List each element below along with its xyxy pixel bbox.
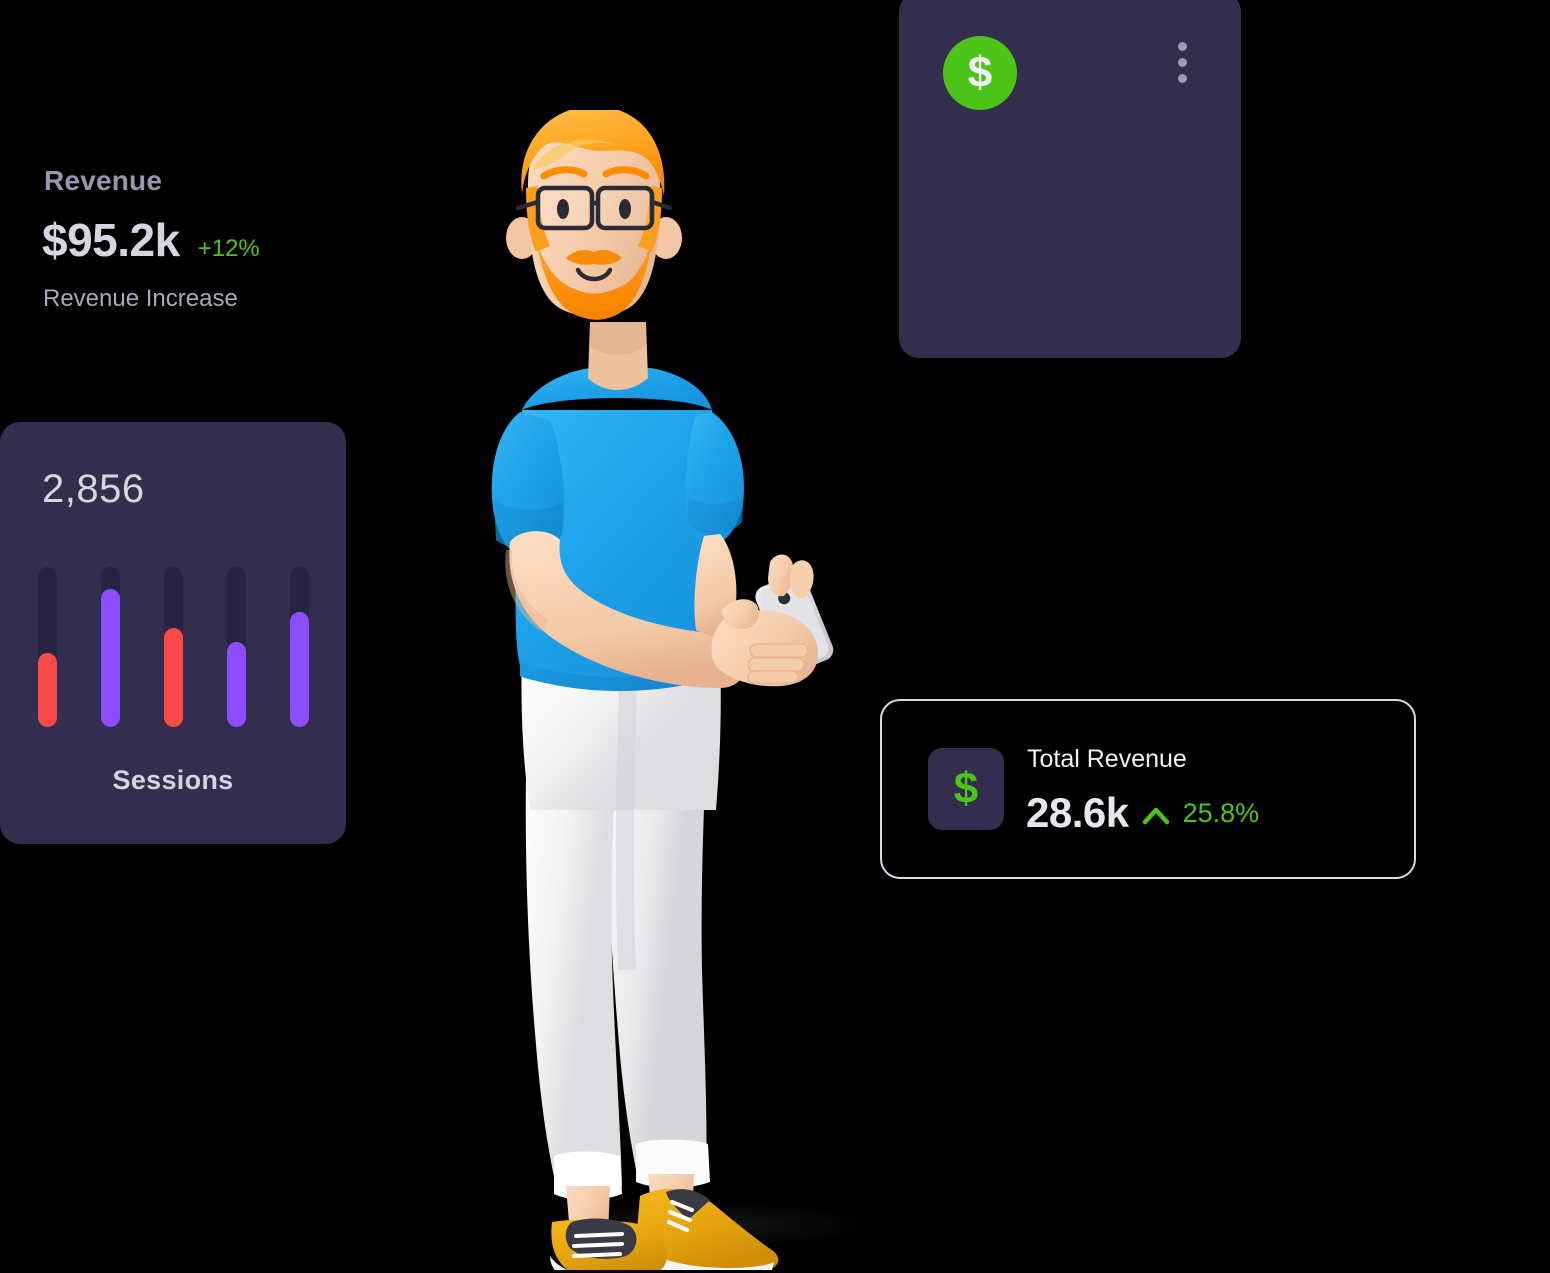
dollar-glyph: $ — [953, 764, 979, 813]
bar-fill — [290, 612, 309, 727]
revenue-card-label: Revenue — [44, 165, 163, 196]
kebab-dot — [1178, 58, 1187, 67]
bar-fill — [101, 589, 120, 727]
chevron-up-icon — [1142, 807, 1169, 825]
bar-fill — [38, 653, 57, 727]
total-revenue-label: Total Revenue — [1027, 745, 1187, 773]
3d-man-with-phone-illustration — [470, 110, 890, 1270]
kebab-dot — [1178, 42, 1187, 51]
total-revenue-delta: 25.8% — [1182, 797, 1260, 828]
bar-fill — [164, 628, 183, 727]
revenue-card-value-row: $95.2k +12% — [42, 213, 260, 267]
revenue-card-delta: +12% — [197, 235, 260, 262]
dollar-square-icon: $ — [928, 748, 1004, 830]
sessions-card-title: Sessions — [112, 765, 234, 795]
revenue-card-value: $95.2k — [42, 214, 180, 266]
sessions-bar-chart — [38, 567, 309, 727]
total-revenue-card[interactable] — [880, 699, 1416, 879]
bar-fill — [227, 642, 246, 727]
total-revenue-value-row: 28.6k 25.8% — [1026, 789, 1259, 837]
sessions-count: 2,856 — [42, 467, 145, 511]
kebab-menu-icon[interactable] — [1178, 42, 1187, 83]
revenue-card-subtitle: Revenue Increase — [43, 285, 238, 312]
dollar-circle-icon: $ — [943, 36, 1017, 110]
revenue-card[interactable]: $ — [899, 0, 1241, 358]
total-revenue-value: 28.6k — [1026, 789, 1129, 836]
dollar-glyph: $ — [967, 48, 993, 97]
kebab-dot — [1178, 74, 1187, 83]
